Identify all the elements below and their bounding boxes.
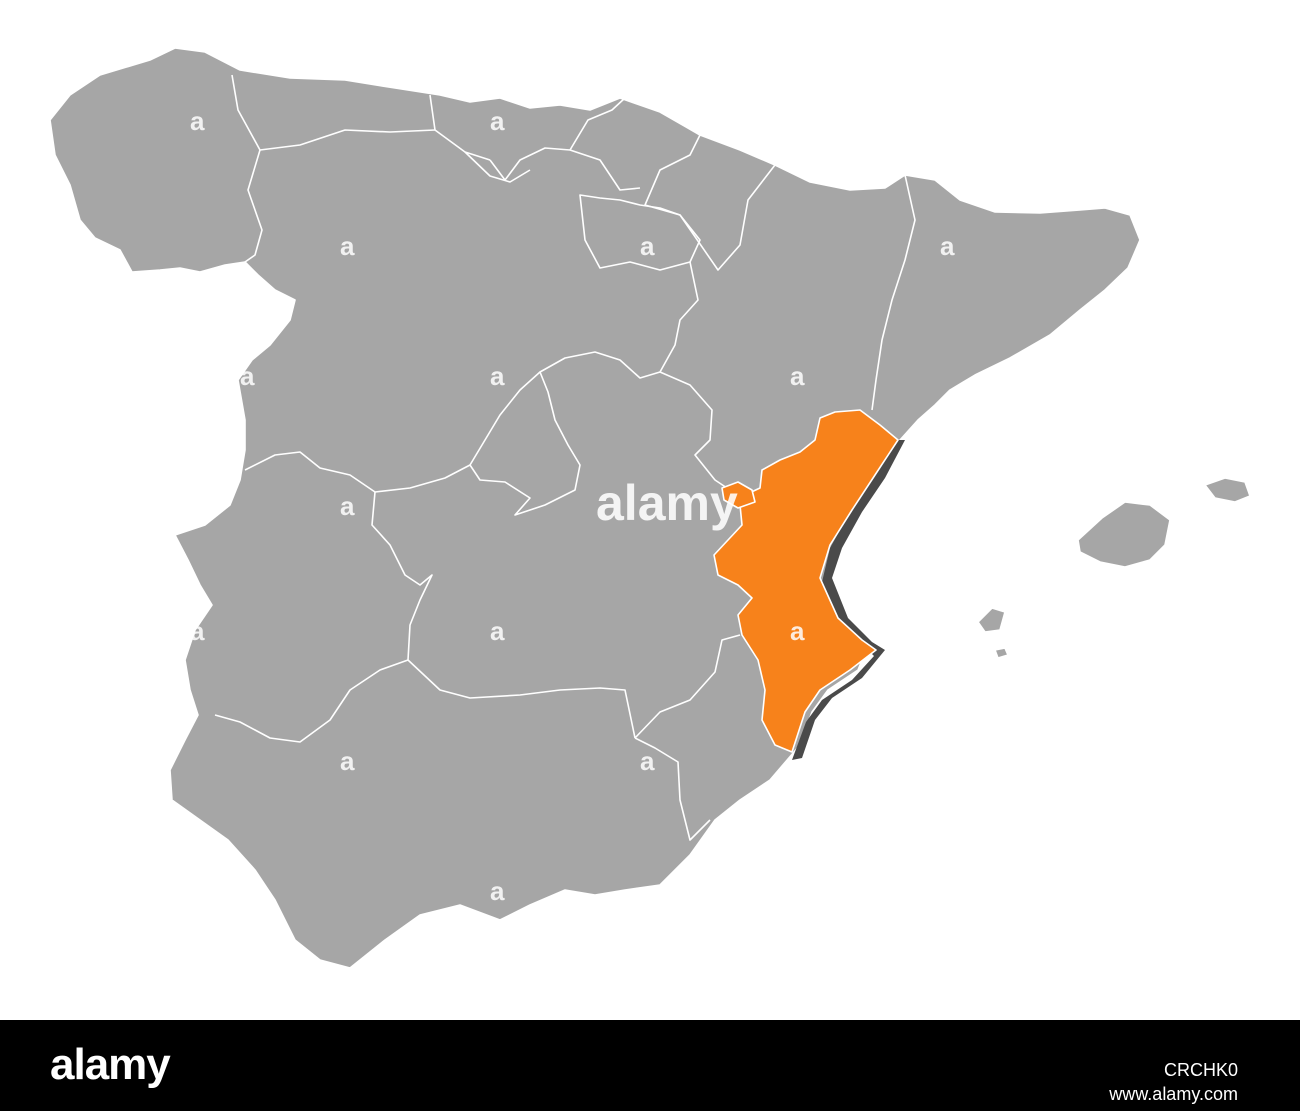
watermark-tile: a (340, 746, 355, 776)
watermark-center: alamy (596, 475, 738, 531)
watermark-tile: a (240, 361, 255, 391)
watermark-tile: a (790, 616, 805, 646)
valencia-enclave (721, 481, 756, 509)
watermark-tile: a (190, 616, 205, 646)
watermark-tile: a (190, 106, 205, 136)
spain-map: a a a a a a a a a a a a a a a a alamy (49, 47, 1251, 969)
map-canvas: a a a a a a a a a a a a a a a a alamy (49, 47, 1251, 969)
ibiza (977, 607, 1006, 633)
watermark-tile: a (940, 231, 955, 261)
footer-image-id: CRCHK0 (1163, 1060, 1238, 1080)
watermark-tile: a (340, 231, 355, 261)
footer-url: www.alamy.com (1109, 1084, 1238, 1104)
mallorca (1077, 501, 1171, 568)
footer-bar: alamy CRCHK0 www.alamy.com (0, 1020, 1300, 1111)
watermark-tiles: a a a a a a a a a a a a a a a a (190, 106, 955, 906)
watermark-tile: a (490, 361, 505, 391)
menorca (1204, 477, 1251, 503)
watermark-tile: a (340, 491, 355, 521)
watermark-tile: a (790, 106, 805, 136)
watermark-tile: a (640, 746, 655, 776)
watermark-tile: a (490, 616, 505, 646)
formentera (994, 647, 1009, 659)
spain-mainland (49, 47, 1141, 969)
watermark-tile: a (790, 361, 805, 391)
footer-brand-logo: alamy (50, 1040, 171, 1089)
region-borders (214, 74, 916, 841)
watermark-tile: a (490, 106, 505, 136)
watermark-tile: a (640, 231, 655, 261)
watermark-tile: a (490, 876, 505, 906)
